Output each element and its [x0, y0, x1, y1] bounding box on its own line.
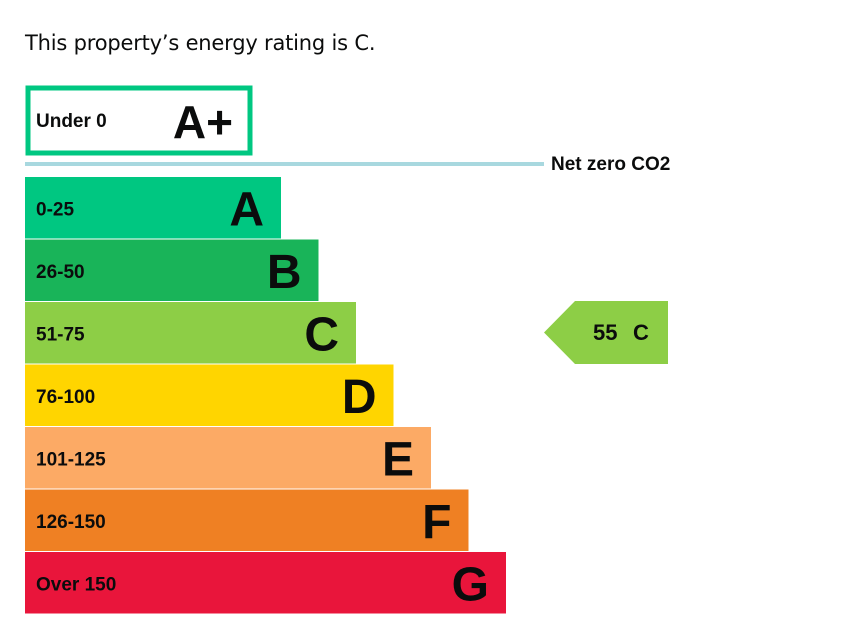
net-zero-marker: Net zero CO2 — [25, 154, 670, 175]
band-b-bar — [25, 239, 319, 301]
current-rating-letter: C — [633, 320, 649, 345]
band-a-range: 0-25 — [36, 199, 74, 220]
band-f-letter: F — [422, 496, 451, 549]
current-rating-indicator: 55 C — [544, 301, 668, 364]
band-c-bar — [25, 302, 356, 364]
band-aplus-range: Under 0 — [36, 111, 107, 132]
band-f-range: 126-150 — [36, 512, 106, 533]
current-rating-arrow — [544, 301, 668, 364]
page-title: This property’s energy rating is C. — [25, 31, 376, 55]
band-a-letter: A — [229, 183, 264, 236]
band-c-letter: C — [304, 308, 339, 361]
band-e-letter: E — [382, 433, 414, 486]
band-e-bar — [25, 427, 431, 489]
band-g-range: Over 150 — [36, 574, 116, 595]
band-e-range: 101-125 — [36, 449, 106, 470]
net-zero-label: Net zero CO2 — [551, 154, 670, 175]
rating-bands: 0-25 A 26-50 B 51-75 C 76-100 D 101-125 E 126-150 F… — [25, 177, 506, 614]
band-aplus-box — [25, 85, 253, 156]
band-d-bar — [25, 364, 394, 426]
band-b-letter: B — [267, 246, 302, 299]
band-aplus: Under 0 A+ — [25, 85, 253, 156]
band-aplus-letter: A+ — [173, 96, 233, 148]
current-rating-score: 55 — [593, 320, 617, 345]
band-c-range: 51-75 — [36, 324, 85, 345]
band-b-range: 26-50 — [36, 262, 85, 283]
band-d-range: 76-100 — [36, 387, 95, 408]
band-a-bar — [25, 177, 281, 239]
band-d-letter: D — [342, 371, 377, 424]
band-g-bar — [25, 552, 506, 614]
band-f-bar — [25, 489, 469, 551]
band-g-letter: G — [452, 558, 489, 611]
